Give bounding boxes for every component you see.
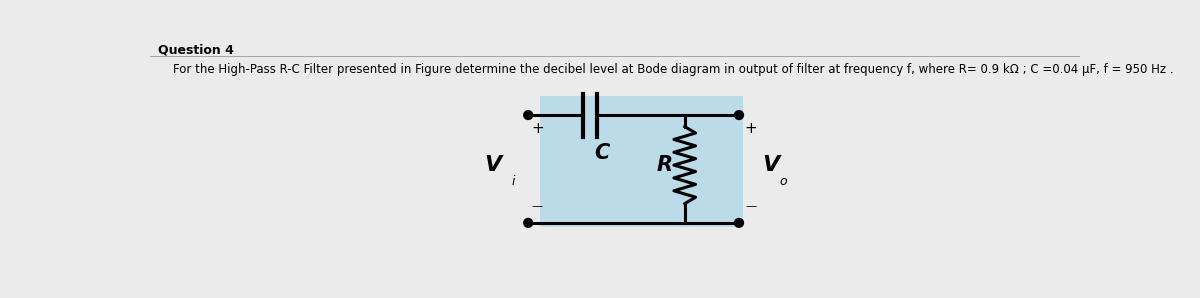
Bar — [540, 96, 743, 227]
Circle shape — [524, 111, 532, 119]
Text: V: V — [762, 155, 780, 175]
Text: —: — — [532, 201, 544, 211]
Circle shape — [736, 111, 743, 119]
Text: i: i — [511, 175, 515, 188]
Text: +: + — [532, 121, 544, 136]
Text: R: R — [656, 155, 673, 175]
Circle shape — [524, 219, 532, 227]
Circle shape — [736, 219, 743, 227]
Text: For the High-Pass R-C Filter presented in Figure determine the decibel level at : For the High-Pass R-C Filter presented i… — [173, 63, 1174, 77]
Text: Question 4: Question 4 — [157, 44, 234, 56]
Text: —: — — [745, 201, 756, 211]
Text: o: o — [779, 175, 787, 188]
Text: C: C — [594, 143, 610, 163]
Text: V: V — [484, 155, 502, 175]
Text: +: + — [744, 121, 757, 136]
